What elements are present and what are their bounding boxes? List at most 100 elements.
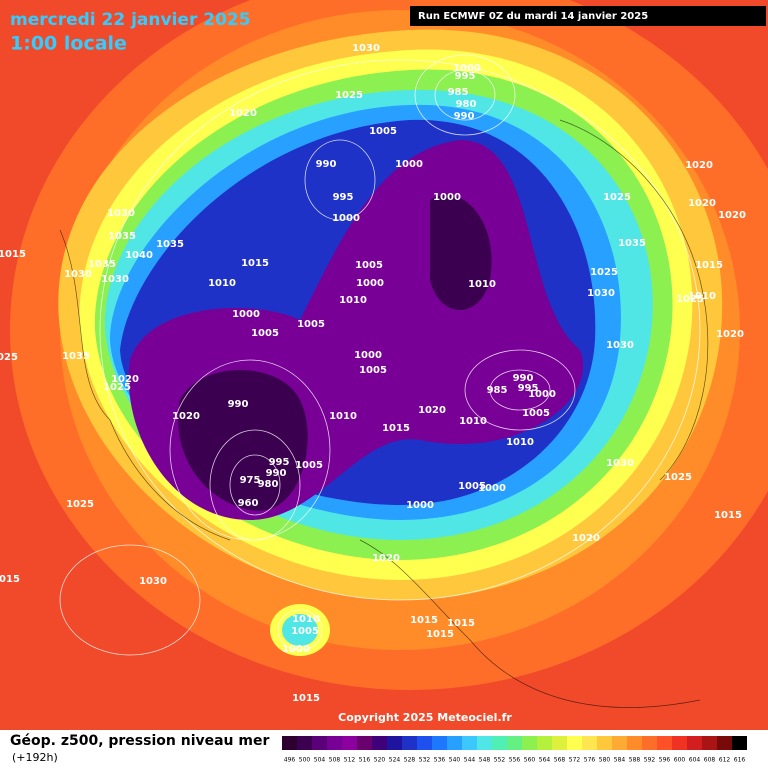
isobar-label: 1030 <box>107 208 135 219</box>
colorbar-tick-label: 600 <box>674 757 686 764</box>
isobar-label: 1015 <box>410 615 438 626</box>
colorbar-swatch <box>672 736 687 750</box>
colorbar-swatch <box>657 736 672 750</box>
isobar-label: 1000 <box>356 278 384 289</box>
run-box <box>410 6 766 26</box>
isobar-label: 1005 <box>291 626 319 637</box>
colorbar-tick-label: 548 <box>479 757 491 764</box>
isobar-label: 1000 <box>395 159 423 170</box>
colorbar-tick-label: 576 <box>584 757 596 764</box>
isobar-label: 985 <box>448 87 469 98</box>
isobar-label: 1035 <box>108 231 136 242</box>
colorbar-tick-label: 572 <box>569 757 581 764</box>
isobar-label: 1020 <box>716 329 744 340</box>
colorbar-tick-label: 604 <box>689 757 701 764</box>
colorbar-tick-label: 616 <box>734 757 746 764</box>
isobar-label: 990 <box>228 399 249 410</box>
lead-time: (+192h) <box>12 751 58 764</box>
isobar-label: 1015 <box>382 423 410 434</box>
isobar-label: 1015 <box>695 260 723 271</box>
isobar-label: 1020 <box>172 411 200 422</box>
colorbar-tick-label: 512 <box>344 757 356 764</box>
isobar-label: 1030 <box>606 458 634 469</box>
isobar-label: 1020 <box>572 533 600 544</box>
isobar-label: 1000 <box>354 350 382 361</box>
colorbar-swatch <box>717 736 732 750</box>
colorbar-swatch <box>522 736 537 750</box>
colorbar-swatch <box>372 736 387 750</box>
isobar-label: 1025 <box>664 472 692 483</box>
isobar-label: 995 <box>269 457 290 468</box>
colorbar-swatch <box>582 736 597 750</box>
isobar-label: 1000 <box>478 483 506 494</box>
isobar-label: 1005 <box>251 328 279 339</box>
isobar-label: 1030 <box>64 269 92 280</box>
colorbar-tick-label: 552 <box>494 757 506 764</box>
isobar-label: 1025 <box>603 192 631 203</box>
colorbar-swatch <box>732 736 747 750</box>
isobar-label: 1010 <box>459 416 487 427</box>
isobar-label: 1010 <box>339 295 367 306</box>
colorbar-swatch <box>627 736 642 750</box>
isobar-label: 1010 <box>208 278 236 289</box>
colorbar-tick-label: 516 <box>359 757 371 764</box>
colorbar-swatch <box>492 736 507 750</box>
colorbar-swatch <box>312 736 327 750</box>
colorbar-tick-label: 584 <box>614 757 626 764</box>
isobar-label: 1025 <box>0 352 18 363</box>
isobar-label: 1000 <box>406 500 434 511</box>
colorbar-tick-label: 500 <box>299 757 311 764</box>
colorbar-swatch <box>417 736 432 750</box>
isobar-label: 1015 <box>292 693 320 704</box>
isobar-label: 1020 <box>418 405 446 416</box>
isobar-label: 1025 <box>590 267 618 278</box>
isobar-label: 1020 <box>229 108 257 119</box>
colorbar-swatch <box>507 736 522 750</box>
isobar-label: 1010 <box>292 614 320 625</box>
isobar-label: 1025 <box>335 90 363 101</box>
run-info: Run ECMWF 0Z du mardi 14 janvier 2025 <box>418 11 648 22</box>
colorbar-tick-label: 612 <box>719 757 731 764</box>
valid-time: 1:00 locale <box>10 33 127 55</box>
colorbar-tick-label: 608 <box>704 757 716 764</box>
isobar-label: 1005 <box>355 260 383 271</box>
isobar-label: 1005 <box>458 481 486 492</box>
isobar-label: 1020 <box>688 198 716 209</box>
isobar-label: 1015 <box>0 249 26 260</box>
field-title: Géop. z500, pression niveau mer <box>10 733 269 749</box>
colorbar-swatch <box>357 736 372 750</box>
isobar-label: 990 <box>266 468 287 479</box>
isobar-label: 1030 <box>352 43 380 54</box>
colorbar-swatch <box>387 736 402 750</box>
colorbar-swatch <box>432 736 447 750</box>
isobar-label: 990 <box>316 159 337 170</box>
colorbar-tick-label: 532 <box>419 757 431 764</box>
isobar-label: 1020 <box>685 160 713 171</box>
colorbar-tick-label: 524 <box>389 757 401 764</box>
copyright: Copyright 2025 Meteociel.fr <box>338 711 512 724</box>
isobar-label: 1020 <box>718 210 746 221</box>
isobars <box>59 54 701 656</box>
colorbar-swatch <box>552 736 567 750</box>
colorbar-swatch <box>597 736 612 750</box>
isobar-label: 1010 <box>688 291 716 302</box>
isobar-label: 980 <box>258 479 279 490</box>
isobar-label: 1015 <box>447 618 475 629</box>
colorbar-tick-label: 564 <box>539 757 551 764</box>
isobar-label: 1000 <box>332 213 360 224</box>
colorbar-tick-label: 560 <box>524 757 536 764</box>
isobar-label: 1010 <box>506 437 534 448</box>
colorbar-swatch <box>282 736 297 750</box>
isobar-label: 1000 <box>433 192 461 203</box>
colorbar-swatch <box>462 736 477 750</box>
isobar-label: 990 <box>454 111 475 122</box>
isobar-label: 995 <box>333 192 354 203</box>
isobar-label: 1005 <box>295 460 323 471</box>
isobar-label: 985 <box>487 385 508 396</box>
colorbar-tick-label: 596 <box>659 757 671 764</box>
isobar-label: 1015 <box>714 510 742 521</box>
colorbar: 496 500 504 508 512 516 520 524 528 532 536 540 544 5… <box>282 736 747 764</box>
isobar-label: 980 <box>456 99 477 110</box>
